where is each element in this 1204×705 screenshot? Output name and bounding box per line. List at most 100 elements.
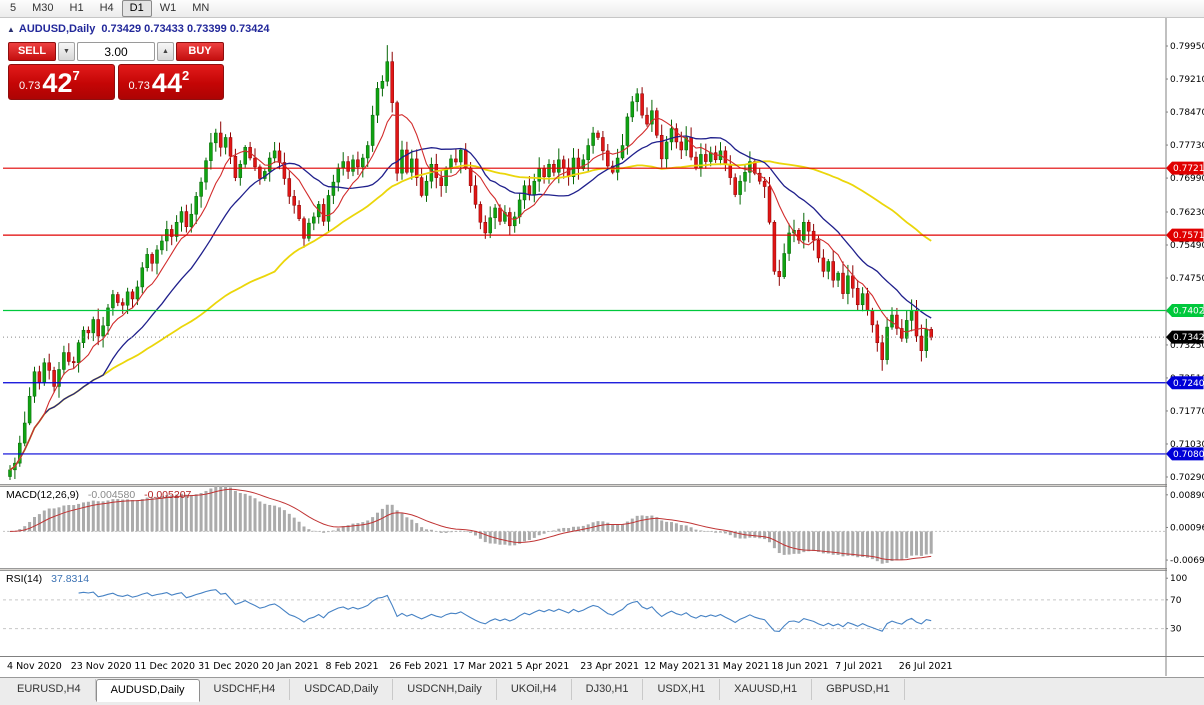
svg-text:0.70807: 0.70807 (1173, 450, 1204, 460)
macd-panel-splitter[interactable] (0, 484, 1204, 487)
tab-usdcad-daily[interactable]: USDCAD,Daily (290, 679, 394, 700)
tab-usdcnh-daily[interactable]: USDCNH,Daily (393, 679, 497, 700)
svg-text:0.75490: 0.75490 (1170, 241, 1204, 251)
svg-text:26 Jul 2021: 26 Jul 2021 (899, 661, 953, 672)
rsi-line (78, 589, 932, 632)
sell-button[interactable]: SELL (8, 42, 56, 61)
tab-usdx-h1[interactable]: USDX,H1 (643, 679, 721, 700)
svg-text:0.70290: 0.70290 (1170, 473, 1204, 483)
timeframe-button-d1[interactable]: D1 (121, 0, 152, 17)
trade-prices-row: 0.73 42 7 0.73 44 2 (8, 64, 224, 100)
svg-text:-0.00697: -0.00697 (1170, 556, 1204, 566)
tab-xauusd-h1[interactable]: XAUUSD,H1 (720, 679, 813, 700)
ma-slow-line (9, 160, 932, 471)
tab-ukoil-h4[interactable]: UKOil,H4 (497, 679, 572, 700)
svg-text:0.00890: 0.00890 (1170, 491, 1204, 501)
macd-value-main: -0.004580 (87, 489, 136, 501)
chart-ohlc: 0.73429 0.73433 0.73399 0.73424 (101, 23, 270, 35)
svg-text:0.74750: 0.74750 (1170, 274, 1204, 284)
tab-usdchf-h4[interactable]: USDCHF,H4 (200, 679, 291, 700)
timeframe-button-w1[interactable]: W1 (159, 2, 177, 14)
ma-fast-line (9, 114, 932, 471)
svg-text:26 Feb 2021: 26 Feb 2021 (389, 661, 448, 672)
buy-price-tile[interactable]: 0.73 44 2 (117, 64, 224, 100)
rsi-indicator-label: RSI(14) 37.8314 (6, 573, 89, 585)
chart-symbol: AUDUSD,Daily (18, 23, 96, 35)
svg-text:5 Apr 2021: 5 Apr 2021 (517, 661, 570, 672)
timeframe-button-h4[interactable]: H4 (99, 2, 114, 14)
bid-price-small: 0.73 (19, 80, 41, 92)
svg-text:0.72402: 0.72402 (1173, 379, 1204, 389)
one-click-trading-panel: SELL ▼ ▲ BUY 0.73 42 7 0.73 44 2 (8, 42, 224, 100)
chart-icon: ▲ (7, 25, 15, 34)
chart-title: ▲ AUDUSD,Daily 0.73429 0.73433 0.73399 0.7… (7, 23, 270, 35)
bid-price-big: 42 (42, 68, 73, 98)
svg-text:0.78470: 0.78470 (1170, 108, 1204, 118)
tab-dj30-h1[interactable]: DJ30,H1 (572, 679, 644, 700)
svg-text:0.79950: 0.79950 (1170, 42, 1204, 52)
svg-text:0.00096: 0.00096 (1170, 523, 1204, 533)
volume-dropdown-button[interactable]: ▼ (58, 42, 75, 61)
svg-text:70: 70 (1170, 596, 1182, 606)
rsi-name: RSI(14) (6, 573, 43, 585)
macd-indicator-label: MACD(12,26,9) -0.004580 -0.005207 (6, 489, 191, 501)
svg-text:11 Dec 2020: 11 Dec 2020 (134, 661, 195, 672)
symbol-tab-bar: EURUSD,H4 AUDUSD,Daily USDCHF,H4 USDCAD,Dai… (0, 677, 1204, 705)
svg-text:100: 100 (1170, 574, 1187, 584)
rsi-panel-splitter[interactable] (0, 568, 1204, 571)
tab-gbpusd-h1[interactable]: GBPUSD,H1 (812, 679, 905, 700)
sell-price-tile[interactable]: 0.73 42 7 (8, 64, 115, 100)
ask-price-big: 44 (151, 68, 182, 98)
svg-text:7 Jul 2021: 7 Jul 2021 (835, 661, 883, 672)
svg-text:18 Jun 2021: 18 Jun 2021 (771, 661, 828, 672)
svg-text:30: 30 (1170, 625, 1182, 635)
ask-price-small: 0.73 (128, 80, 150, 92)
svg-text:0.71030: 0.71030 (1170, 440, 1204, 450)
tab-audusd-daily[interactable]: AUDUSD,Daily (95, 679, 200, 702)
svg-text:31 Dec 2020: 31 Dec 2020 (198, 661, 259, 672)
timeframe-button-mn[interactable]: MN (192, 2, 210, 14)
macd-name: MACD(12,26,9) (6, 489, 79, 501)
macd-signal-line (9, 488, 932, 561)
macd-histogram (8, 485, 933, 564)
rsi-value: 37.8314 (51, 573, 90, 585)
trade-controls-row: SELL ▼ ▲ BUY (8, 42, 224, 61)
timeframe-button-5[interactable]: 5 (10, 2, 17, 14)
volume-spinner-button[interactable]: ▲ (157, 42, 174, 61)
rsi-axis[interactable]: 100 70 30 (1166, 574, 1187, 635)
timeframe-toolbar: 5 M30 H1 H4 D1 W1 MN (0, 0, 1204, 18)
timeframe-button-h1[interactable]: H1 (69, 2, 84, 14)
time-axis[interactable]: 4 Nov 2020 23 Nov 2020 11 Dec 2020 31 Dec 2… (7, 661, 953, 672)
ask-price-pip: 2 (181, 68, 190, 83)
tab-eurusd-h4[interactable]: EURUSD,H4 (3, 679, 96, 700)
svg-text:0.74022: 0.74022 (1173, 306, 1204, 316)
macd-value-signal: -0.005207 (144, 489, 192, 501)
macd-axis[interactable]: 0.00890 0.00096 -0.00697 (1166, 491, 1204, 566)
svg-text:0.79210: 0.79210 (1170, 75, 1204, 85)
ma-mid-line (9, 135, 932, 471)
support-line-blue-2-tag[interactable]: 0.70807 (1166, 447, 1204, 461)
svg-text:8 Feb 2021: 8 Feb 2021 (326, 661, 379, 672)
support-line-green-tag[interactable]: 0.74022 (1166, 303, 1204, 317)
support-line-blue-1-tag[interactable]: 0.72402 (1166, 376, 1204, 390)
bid-price-pip: 7 (72, 68, 80, 83)
chevron-down-icon: ▼ (63, 48, 70, 55)
chevron-up-icon: ▲ (162, 48, 169, 55)
current-price-tag[interactable]: 0.73424 (1166, 330, 1204, 344)
volume-input[interactable] (77, 42, 155, 61)
svg-text:12 May 2021: 12 May 2021 (644, 661, 706, 672)
svg-text:0.73250: 0.73250 (1170, 341, 1204, 351)
resistance-line-1-tag[interactable]: 0.77212 (1166, 161, 1204, 175)
svg-text:0.77212: 0.77212 (1173, 164, 1204, 174)
chart-area[interactable]: 0.79950 0.79210 0.78470 0.77730 0.76990 0.762… (0, 0, 1204, 677)
svg-text:23 Nov 2020: 23 Nov 2020 (71, 661, 132, 672)
svg-text:31 May 2021: 31 May 2021 (708, 661, 770, 672)
resistance-line-2-tag[interactable]: 0.75712 (1166, 228, 1204, 242)
svg-text:0.77730: 0.77730 (1170, 141, 1204, 151)
buy-button[interactable]: BUY (176, 42, 224, 61)
svg-text:23 Apr 2021: 23 Apr 2021 (580, 661, 639, 672)
timeframe-button-m30[interactable]: M30 (32, 2, 54, 14)
svg-text:0.71770: 0.71770 (1170, 407, 1204, 417)
svg-text:4 Nov 2020: 4 Nov 2020 (7, 661, 62, 672)
